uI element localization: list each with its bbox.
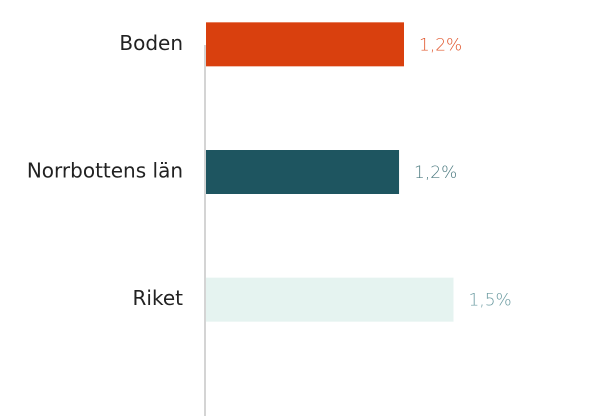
category-label: Riket — [133, 286, 184, 310]
value-label: 1,2% — [419, 35, 462, 55]
bar — [206, 22, 404, 67]
value-label: 1,5% — [469, 291, 512, 311]
bar — [206, 150, 400, 194]
category-label: Boden — [119, 31, 183, 55]
value-label: 1,2% — [414, 163, 457, 183]
bar — [206, 277, 454, 322]
category-label: Norrbottens län — [27, 159, 183, 183]
